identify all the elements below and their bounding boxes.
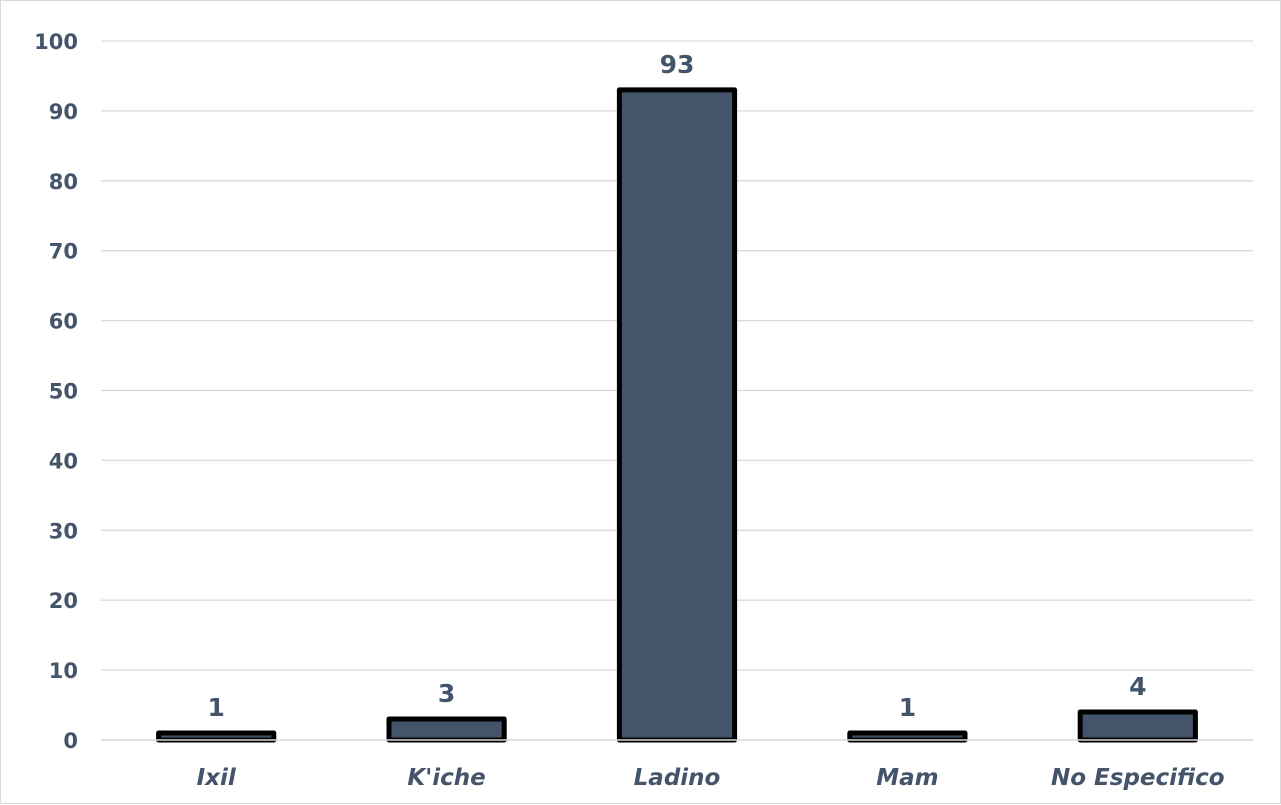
y-tick-label: 50 (49, 380, 78, 404)
y-tick-label: 20 (49, 589, 78, 613)
x-tick-label: Ladino (634, 765, 721, 791)
data-labels: 1 3 93 1 4 (207, 50, 1146, 722)
data-label: 1 (899, 693, 916, 722)
y-tick-label: 100 (34, 30, 78, 54)
data-label: 4 (1129, 672, 1146, 701)
bar (156, 730, 277, 743)
bar (616, 87, 738, 743)
y-axis-ticks: 0 10 20 30 40 50 60 70 80 90 100 (34, 30, 78, 753)
x-axis-ticks: Ixil K'iche Ladino Mam No Especifico (197, 765, 1225, 791)
y-tick-label: 40 (49, 449, 78, 473)
x-tick-label: K'iche (407, 765, 485, 791)
y-tick-label: 10 (49, 659, 78, 683)
data-label: 93 (660, 50, 695, 79)
x-tick-label: Ixil (197, 765, 237, 791)
bar (1077, 709, 1198, 743)
bar (386, 716, 507, 743)
bars (156, 87, 1198, 743)
y-tick-label: 30 (49, 519, 78, 543)
bar (847, 730, 968, 743)
y-tick-label: 0 (63, 729, 78, 753)
x-tick-label: Mam (876, 765, 938, 791)
data-label: 3 (438, 679, 455, 708)
y-tick-label: 70 (49, 240, 78, 264)
data-label: 1 (207, 693, 224, 722)
y-tick-label: 90 (49, 100, 78, 124)
y-tick-label: 80 (49, 170, 78, 194)
x-tick-label: No Especifico (1051, 765, 1225, 791)
y-tick-label: 60 (49, 310, 78, 334)
